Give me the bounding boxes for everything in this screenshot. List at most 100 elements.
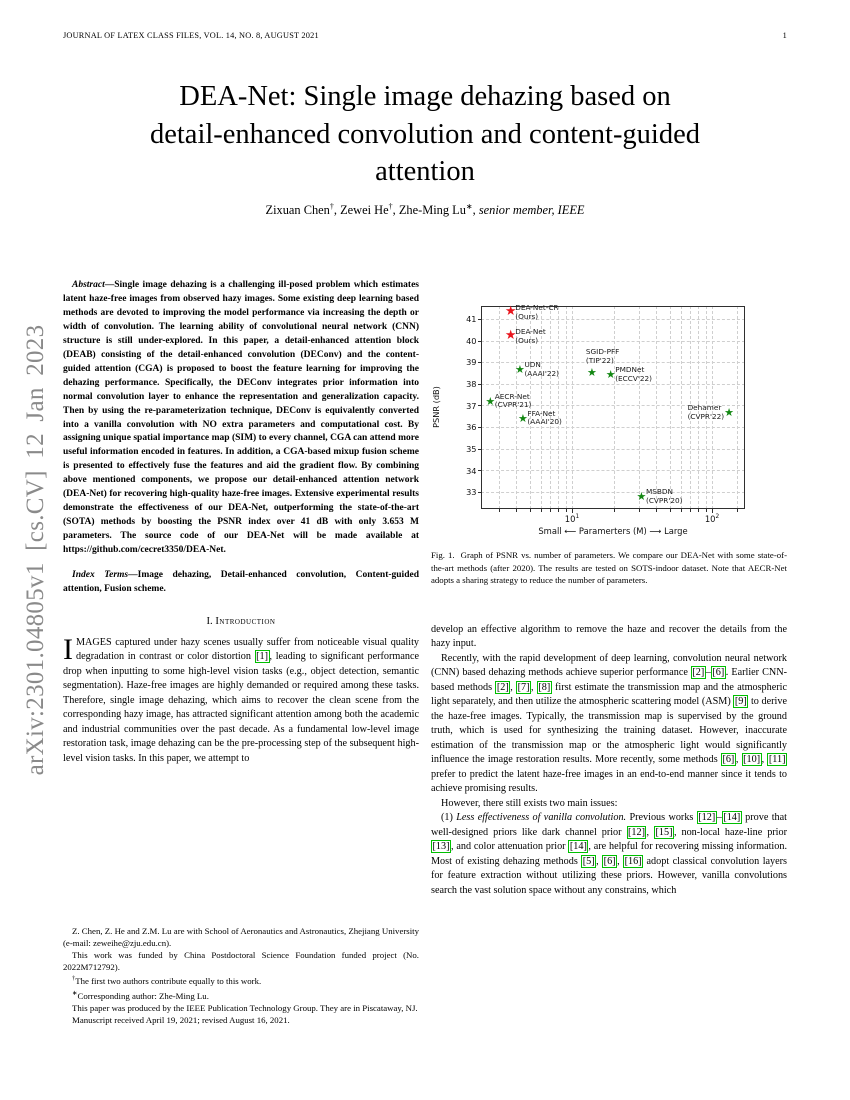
gridline-horizontal [481,491,745,493]
figure-caption-text: Graph of PSNR vs. number of parameters. … [431,550,787,586]
citation-link[interactable]: [2] [495,680,511,694]
gridline-vertical [698,306,700,509]
gridline-vertical [638,306,640,509]
gridline-vertical [690,306,692,509]
y-tick-label: 37 [466,400,477,411]
body-paragraph: develop an effective algorithm to remove… [431,623,787,650]
y-tick [477,318,481,320]
x-tick-label: 102 [704,513,720,524]
gridline-horizontal [481,383,745,385]
gridline-vertical [516,306,518,509]
citation-link[interactable]: [13] [431,840,451,854]
citation-link[interactable]: [2] [690,666,706,680]
gridline-horizontal [481,448,745,450]
footnote-line: Z. Chen, Z. He and Z.M. Lu are with Scho… [63,926,419,948]
x-minor-tick [690,509,692,512]
gridline-horizontal [481,470,745,472]
paper-title: DEA-Net: Single image dehazing based on … [149,81,701,187]
y-tick [477,448,481,450]
page-header: JOURNAL OF LATEX CLASS FILES, VOL. 14, N… [63,31,787,40]
citation-link[interactable]: [8] [536,680,552,694]
y-tick [477,405,481,407]
citation-link[interactable]: [6] [710,666,726,680]
citation-link[interactable]: [14] [721,811,742,825]
author-name: Zhe-Ming Lu∗ [398,202,473,218]
section-title: Introduction [215,615,276,627]
x-minor-tick [529,509,531,512]
body-paragraph: However, there still exists two main iss… [441,797,618,809]
x-minor-tick [680,509,682,512]
x-minor-tick [540,509,542,512]
data-point-udn: ★ [515,363,525,377]
authors-line: Zixuan Chen†, Zewei He†, Zhe-Ming Lu∗, s… [265,202,585,218]
y-tick-label: 40 [466,335,477,346]
abstract-label: Abstract [72,280,105,290]
x-minor-tick [705,509,707,512]
y-tick-label: 41 [466,314,477,325]
data-point-ffa-net: ★ [517,411,528,425]
x-axis-label: Small ⟵ Paramerters (M) ⟶ Large [538,526,688,536]
gridline-vertical [558,306,560,509]
intro-continued: develop an effective algorithm to remove… [431,623,788,899]
index-terms: Index Terms—Image dehazing, Detail-enhan… [63,569,419,597]
gridline-vertical [736,306,738,509]
y-tick-label: 36 [466,422,477,433]
left-column: Abstract—Single image dehazing is a chal… [63,279,419,766]
gridline-horizontal [481,318,745,320]
x-minor-tick [558,509,560,512]
gridline-vertical [705,306,707,509]
footnote-line: This paper was produced by the IEEE Publ… [72,1002,418,1013]
gridline-vertical [656,306,658,509]
citation-link[interactable]: [5] [581,854,597,868]
gridline-vertical [571,306,573,509]
point-label-pmdnet: PMDNet (ECCV'22) [615,364,652,383]
section-heading-introduction: I. Introduction [63,616,419,627]
figure-caption-label: Fig. 1. [431,550,455,560]
dropcap: I [63,635,73,666]
point-label-dea-net: DEA-Net (Ours) [515,327,546,345]
figure-caption: Fig. 1. Graph of PSNR vs. number of para… [431,549,787,587]
citation-link[interactable]: [14] [568,840,589,854]
citation-link[interactable]: [11] [767,753,788,767]
x-minor-tick [698,509,700,512]
index-terms-label: Index Terms [72,570,129,581]
x-minor-tick [498,509,500,512]
citation-link[interactable]: [10] [741,753,762,767]
plot-frame [481,306,745,509]
citation-link[interactable]: [15] [654,825,674,839]
abstract-text: —Single image dehazing is a challenging … [63,280,419,556]
point-label-sgid-pff: SGID-PFF (TIP'22) [585,347,620,365]
point-label-msbdn: MSBDN (CVPR'20) [645,486,683,505]
footnote-line: ∗Corresponding author: Zhe-Ming Lu. [72,990,209,1002]
citation-link[interactable]: [16] [623,854,644,868]
citation-link[interactable]: [12] [626,825,647,839]
citation-link[interactable]: [9] [733,695,749,709]
gridline-vertical [712,306,714,509]
gridline-vertical [550,306,552,509]
y-tick [477,383,481,385]
x-minor-tick [516,509,518,512]
figure-chart: PSNR (dB) 101 102 33 34 35 36 37 38 39 40 41 Small… [431,295,787,539]
citation-link[interactable]: [6] [720,753,736,767]
body-paragraph: (1) Less effectiveness of vanilla convol… [431,811,788,896]
x-major-tick [712,509,714,513]
gridline-horizontal [481,405,745,407]
x-minor-tick [656,509,658,512]
citation-link[interactable]: [6] [602,854,618,868]
y-tick [477,427,481,429]
author-name: Zewei He† [340,202,393,218]
author-membership: senior member, IEEE [478,203,585,218]
footnote-line: †The first two authors contribute equall… [72,975,262,987]
citation-link[interactable]: [1] [254,650,270,664]
y-tick-label: 39 [466,357,477,368]
citation-link[interactable]: [12] [696,811,717,825]
x-minor-tick [565,509,567,512]
arxiv-banner: arXiv:2301.04805v1 [cs.CV] 12 Jan 2023 [22,324,49,776]
intro-paragraph: I MAGES captured under hazy scenes usuall… [63,636,419,767]
gridline-vertical [669,306,671,509]
right-column: PSNR (dB) 101 102 33 34 35 36 37 38 39 40 41 Small… [431,278,788,899]
citation-link[interactable]: [7] [516,680,531,694]
y-tick [477,340,481,342]
footnote-line: This work was funded by China Postdoctor… [63,949,419,972]
intro-text: MAGES captured under hazy scenes usually… [63,636,419,764]
